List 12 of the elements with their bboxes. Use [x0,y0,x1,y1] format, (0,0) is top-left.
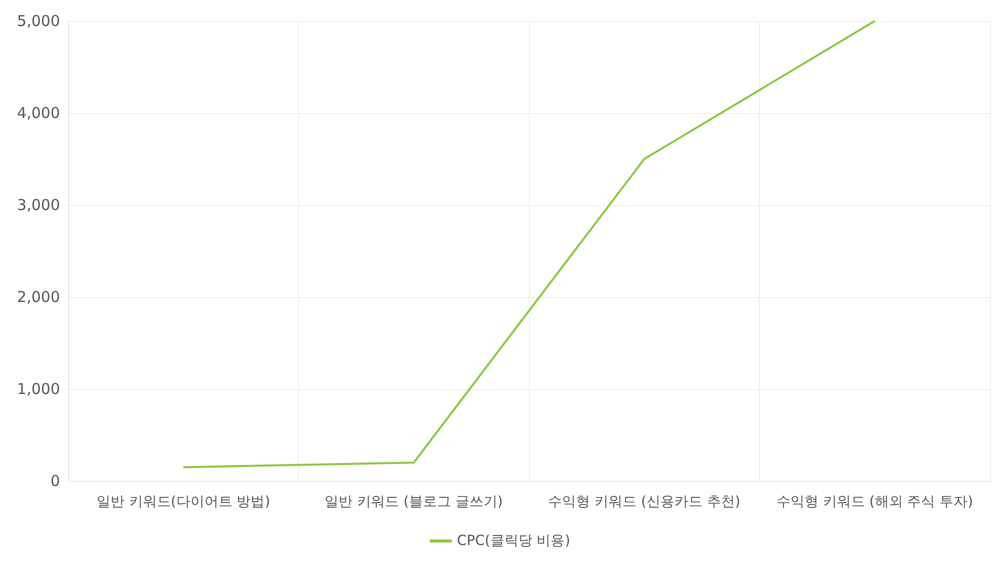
x-tick-label: 일반 키워드(다이어트 방법) [96,494,270,510]
y-tick-label: 2,000 [17,288,60,306]
y-tick-label: 5,000 [17,12,60,30]
y-tick-label: 4,000 [17,104,60,122]
y-tick-label: 1,000 [17,380,60,398]
y-tick-label: 0 [50,472,60,490]
legend-label: CPC(클릭당 비용) [456,533,570,549]
x-tick-label: 수익형 키워드 (해외 주식 투자) [776,494,974,510]
x-tick-label: 수익형 키워드 (신용카드 추천) [548,494,740,510]
x-tick-label: 일반 키워드 (블로그 글쓰기) [324,494,503,510]
y-tick-label: 3,000 [17,196,60,214]
line-series [182,20,876,468]
